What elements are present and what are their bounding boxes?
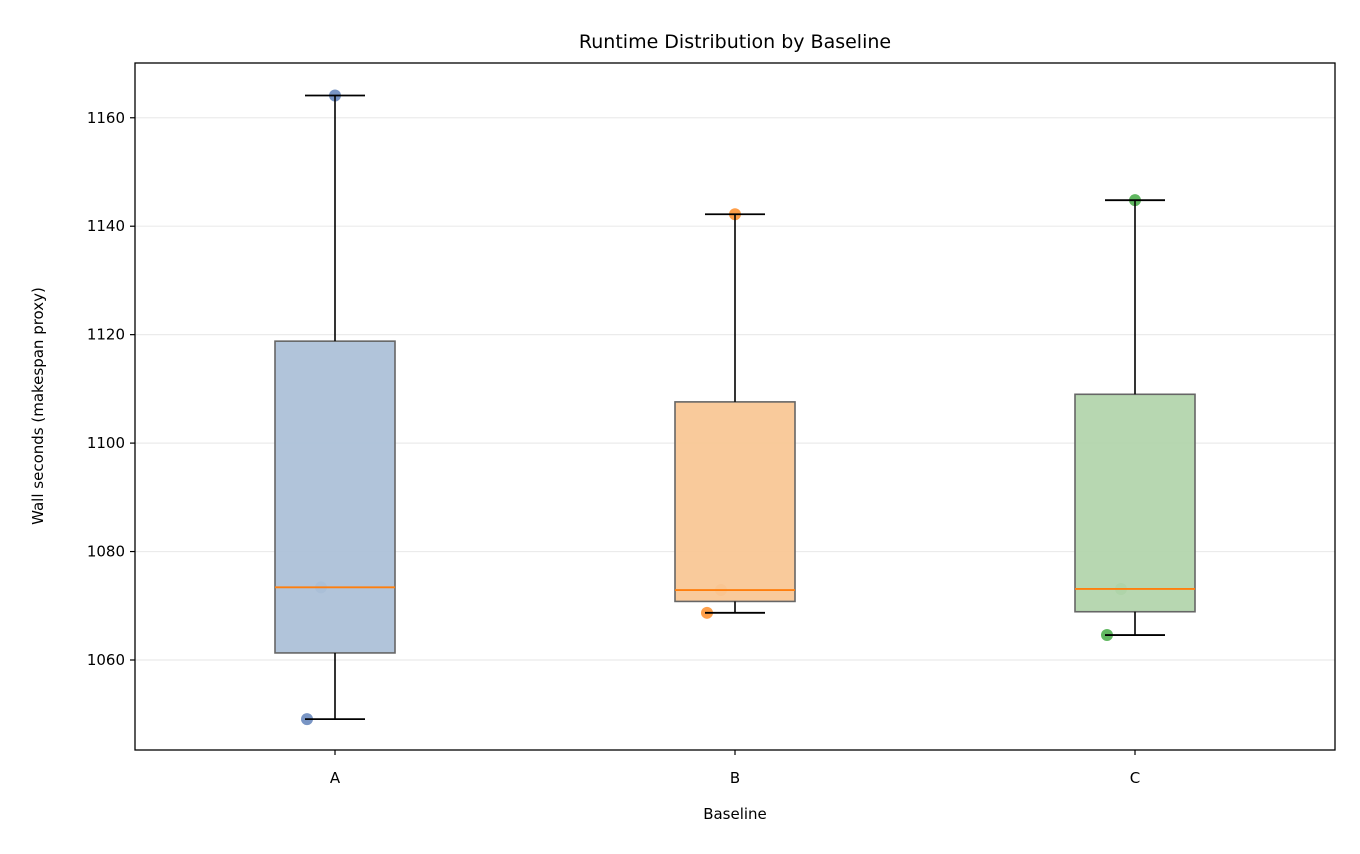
box-B <box>674 401 796 603</box>
y-tick-label: 1100 <box>87 434 125 452</box>
y-axis-label: Wall seconds (makespan proxy) <box>29 287 47 525</box>
box-C <box>1074 393 1196 613</box>
y-tick-label: 1060 <box>87 651 125 669</box>
x-tick-label: C <box>1130 769 1140 787</box>
x-tick-label: B <box>730 769 740 787</box>
y-tick-label: 1160 <box>87 109 125 127</box>
y-tick-label: 1140 <box>87 217 125 235</box>
chart-title: Runtime Distribution by Baseline <box>579 31 891 53</box>
y-tick-label: 1120 <box>87 326 125 344</box>
x-axis-label: Baseline <box>703 805 767 823</box>
y-tick-label: 1080 <box>87 543 125 561</box>
x-tick-label: A <box>330 769 341 787</box>
box-A <box>274 340 396 654</box>
